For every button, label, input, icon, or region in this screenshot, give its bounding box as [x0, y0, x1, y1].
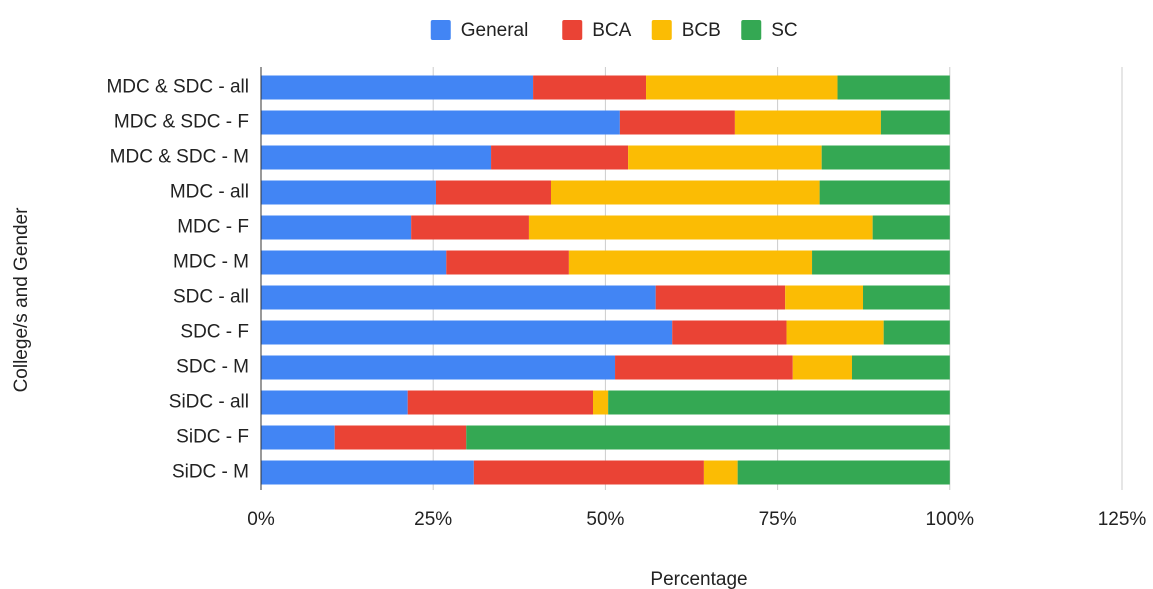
- bar-segment: [261, 180, 436, 205]
- bar-segment: [261, 145, 492, 170]
- x-tick-label: 25%: [414, 509, 452, 530]
- bar-segment: [261, 425, 335, 450]
- y-tick-label: SDC - M: [176, 357, 249, 378]
- legend-label: BCA: [592, 20, 631, 41]
- bar-segment: [883, 320, 950, 345]
- bar-segment: [261, 75, 534, 100]
- y-tick-label: SiDC - all: [169, 392, 249, 413]
- bar-segment: [473, 460, 704, 485]
- legend-swatch: [430, 20, 451, 40]
- bar-segment: [466, 425, 950, 450]
- x-tick-label: 100%: [925, 509, 974, 530]
- y-tick-label: MDC - F: [177, 217, 249, 238]
- bar-segment: [863, 285, 950, 310]
- bar-segment: [737, 460, 950, 485]
- bar-segment: [550, 180, 820, 205]
- bar-segment: [785, 285, 864, 310]
- bar-segment: [672, 320, 787, 345]
- bar-segment: [568, 250, 813, 275]
- y-tick-label: MDC - M: [173, 252, 249, 273]
- bar-segment: [593, 390, 609, 415]
- bar-segment: [821, 145, 950, 170]
- bar-segment: [619, 110, 735, 135]
- y-tick-label: MDC - all: [170, 182, 249, 203]
- x-tick-label: 50%: [586, 509, 624, 530]
- bar-segment: [261, 250, 447, 275]
- legend-label: SC: [771, 20, 797, 41]
- bar-segment: [491, 145, 629, 170]
- bar-segment: [792, 355, 852, 380]
- bar-segment: [435, 180, 551, 205]
- bar-segment: [819, 180, 950, 205]
- bar-segment: [608, 390, 950, 415]
- legend-swatch: [741, 20, 762, 40]
- bar-segment: [533, 75, 647, 100]
- bar-segment: [872, 215, 950, 240]
- y-axis-label: College/s and Gender: [11, 207, 32, 393]
- x-tick-label: 0%: [247, 509, 275, 530]
- legend-label: General: [461, 20, 529, 41]
- y-tick-label: MDC & SDC - M: [110, 147, 249, 168]
- bar-segment: [646, 75, 838, 100]
- bar-segment: [261, 460, 474, 485]
- bar-segment: [407, 390, 594, 415]
- bar-segment: [703, 460, 738, 485]
- bar-segment: [261, 390, 408, 415]
- legend-swatch: [562, 20, 583, 40]
- bar-segment: [812, 250, 950, 275]
- bar-segment: [655, 285, 786, 310]
- bar-segment: [528, 215, 873, 240]
- x-tick-label: 125%: [1098, 509, 1147, 530]
- bar-segment: [851, 355, 950, 380]
- bar-segment: [880, 110, 950, 135]
- y-tick-label: SiDC - M: [172, 462, 249, 483]
- y-tick-label: MDC & SDC - all: [106, 77, 249, 98]
- legend-swatch: [651, 20, 672, 40]
- bar-segment: [261, 285, 656, 310]
- bar-segment: [615, 355, 793, 380]
- bar-segment: [411, 215, 529, 240]
- bar-segment: [261, 110, 620, 135]
- bar-segment: [628, 145, 822, 170]
- bar-segment: [734, 110, 881, 135]
- bar-segment: [261, 320, 673, 345]
- legend-label: BCB: [682, 20, 721, 41]
- bar-segment: [786, 320, 884, 345]
- bar-segment: [261, 215, 412, 240]
- bar-segment: [837, 75, 950, 100]
- x-tick-label: 75%: [759, 509, 797, 530]
- y-tick-label: SDC - all: [173, 287, 249, 308]
- y-tick-label: SiDC - F: [176, 427, 249, 448]
- bar-segment: [261, 355, 616, 380]
- bar-segment: [334, 425, 467, 450]
- x-axis-label: Percentage: [650, 569, 747, 589]
- bar-segment: [446, 250, 569, 275]
- y-tick-label: SDC - F: [180, 322, 249, 343]
- y-tick-label: MDC & SDC - F: [114, 112, 249, 133]
